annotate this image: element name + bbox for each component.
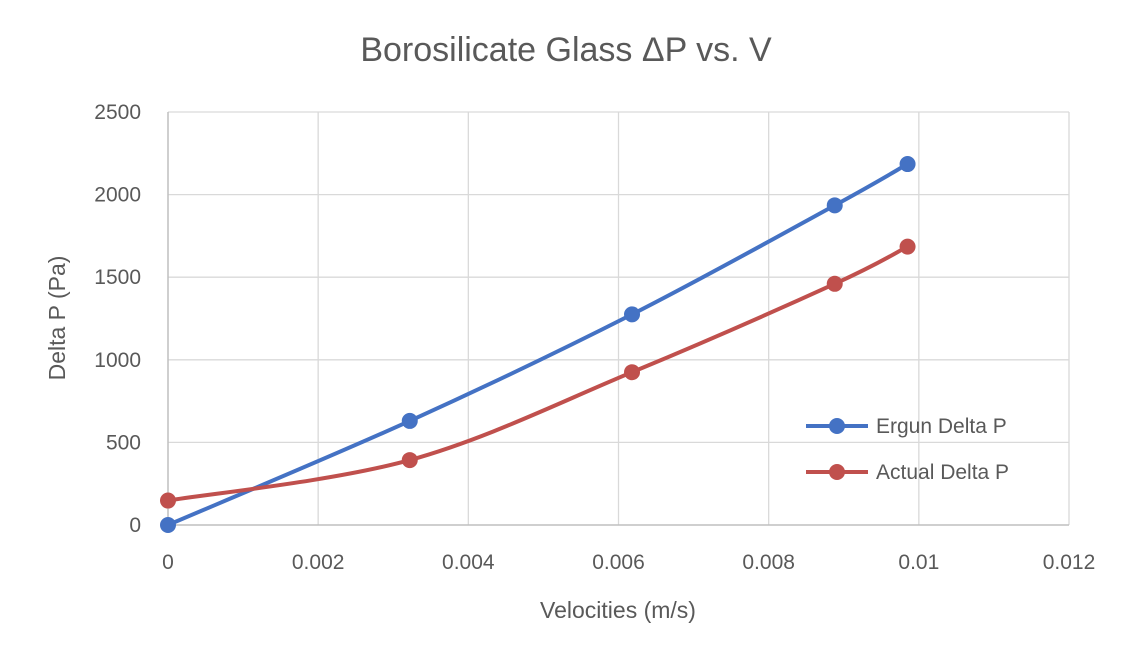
y-tick-label: 1000: [94, 349, 141, 372]
y-axis-label: Delta P (Pa): [44, 256, 70, 381]
data-point-ergun-delta-p: [624, 306, 641, 323]
x-tick-label: 0.01: [898, 551, 939, 574]
chart-title: Borosilicate Glass ΔP vs. V: [360, 31, 772, 69]
x-tick-label: 0: [162, 551, 174, 574]
x-tick-label: 0.008: [742, 551, 795, 574]
y-tick-label: 2500: [94, 101, 141, 124]
legend: Ergun Delta P Actual Delta P: [806, 415, 1009, 484]
data-point-ergun-delta-p: [401, 412, 418, 429]
y-tick-label: 2000: [94, 184, 141, 207]
data-point-ergun-delta-p: [899, 156, 916, 173]
legend-marker-ergun-delta-p: [829, 418, 845, 434]
data-point-ergun-delta-p: [160, 517, 176, 533]
y-tick-label: 0: [129, 514, 141, 537]
data-point-actual-delta-p: [160, 492, 176, 509]
y-tick-label: 500: [106, 431, 141, 454]
legend-label-actual-delta-p: Actual Delta P: [876, 461, 1009, 484]
y-tick-label: 1500: [94, 266, 141, 289]
data-point-actual-delta-p: [899, 238, 916, 255]
data-point-actual-delta-p: [826, 275, 843, 292]
x-tick-label: 0.004: [442, 551, 495, 574]
legend-marker-actual-delta-p: [829, 464, 845, 480]
data-point-actual-delta-p: [624, 364, 641, 381]
axes: [167, 112, 1069, 526]
tick-labels: 0 500 1000 1500 2000 2500 0 0.002 0.004 0.006 0.00…: [94, 101, 1095, 574]
x-tick-label: 0.006: [592, 551, 645, 574]
data-point-actual-delta-p: [401, 452, 418, 469]
data-series: [160, 156, 916, 533]
series-line-actual-delta-p: [166, 244, 910, 503]
legend-label-ergun-delta-p: Ergun Delta P: [876, 415, 1007, 438]
x-tick-label: 0.012: [1043, 551, 1096, 574]
series-line-ergun-delta-p: [166, 162, 910, 527]
x-axis-label: Velocities (m/s): [540, 597, 696, 623]
data-point-ergun-delta-p: [826, 197, 843, 214]
gridlines: [168, 111, 1070, 525]
x-tick-label: 0.002: [292, 551, 345, 574]
